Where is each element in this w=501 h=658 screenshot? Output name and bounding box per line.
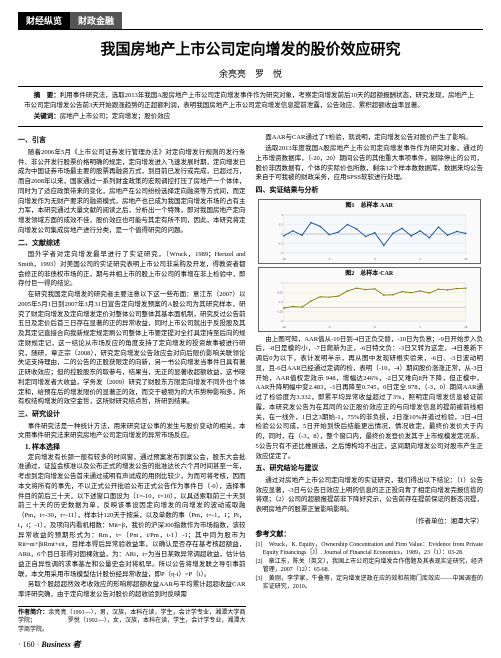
- right-column: 面AAR与CAR通过了T检验，就说明，定向增发公告对股价产生了影响。 选取201…: [256, 133, 484, 634]
- ref-2: [2] 章江东，陈关（英文），我国上市公司定向增发合作借题及其表现实证研究，经济…: [256, 558, 484, 574]
- page-number: · 160 · Business 者: [18, 639, 81, 650]
- ref-title: 参考文献：: [256, 529, 484, 540]
- svg-text:-3: -3: [280, 251, 283, 255]
- svg-text:-1.5: -1.5: [278, 241, 283, 245]
- r-p3: 由上图可知，AAR值从-10日到-4日正负交替，-10日为负意；-9日开始步入负…: [256, 335, 484, 462]
- page-root: 财经纵览 财政金融 我国房地产上市公司定向增发的股价效应研究 余亮亮 罗 悦 摘…: [0, 0, 501, 646]
- lit-p2: 在研究我国定向增发的研究者主要注意以下这一些布面：意江东（2007）以2005年…: [18, 290, 246, 407]
- sec-emp: 四、实证结果与分析: [256, 185, 484, 196]
- svg-text:4.25: 4.25: [277, 290, 283, 294]
- keywords-label: 关键词：: [34, 113, 60, 120]
- svg-text:7: 7: [281, 281, 283, 285]
- svg-text:5: 5: [419, 325, 421, 329]
- chart2-svg: -4 -1.25 1.5 4.25 7 -10 -5 0 5 10: [261, 281, 479, 329]
- sec-design: 三、研究设计: [18, 409, 246, 420]
- columns: 一、引言 随着2006年5月《上市公司证券发行管理办法》对定向增发行规则的发行条…: [18, 133, 483, 634]
- abstract-text: 利用事件研究法，选取2013年我国A股房地产上市公司定向增发事件作为研究对象，考…: [24, 92, 474, 109]
- svg-text:-4: -4: [280, 319, 283, 323]
- chart1-box: 图1 总样本 AAR -3 -1.5 0 1.5 3 -10 -5 0 5 10: [258, 199, 482, 264]
- chart2-title: 图2 总样本·CAR: [261, 270, 479, 279]
- tab-right: 财政金融: [70, 12, 122, 29]
- svg-text:-5: -5: [328, 325, 331, 329]
- svg-text:0: 0: [374, 325, 376, 329]
- sample-p1: 定向增发有长颈一般有较多的时间窗，通过预案发布到案公会，股东大会批准通过，证监会…: [18, 453, 246, 580]
- sample-p2: 另取个股超超然效考收效应的形响称超额收益AAR与平均累计超超收益CAR率评研究确…: [18, 580, 246, 600]
- keywords-text: 房地产上市公司；定向增发；股价效应: [60, 113, 171, 120]
- left-column: 一、引言 随着2006年5月《上市公司证券发行管理办法》对定向增发行规则的发行条…: [18, 133, 246, 634]
- footer-author: 作者简介：余亮亮（1991—），男，汉族，本科在读，学生，会计学专业，湘潭大学商…: [18, 606, 246, 634]
- header-tabs: 财经纵览 财政金融: [18, 12, 483, 30]
- svg-text:10: 10: [464, 257, 468, 261]
- svg-text:3: 3: [281, 213, 283, 217]
- chart1-svg: -3 -1.5 0 1.5 3 -10 -5 0 5 10: [261, 213, 479, 261]
- ref-3: [3] 黄刚，李学家，牛叠等，定向增发逆政在应的效和前期门库效应——中国调查的实…: [256, 575, 484, 591]
- ref-1: [1] Wruck，K. Equity，Ownership Concentrat…: [256, 541, 484, 557]
- lit-p1: 国外学者对定向增发最早进行了实证研究，（Wruck，1989；Hertzel a…: [18, 250, 246, 289]
- svg-text:-5: -5: [328, 257, 331, 261]
- r-p4: 通过对房地产上市公司定向增发的实证研究，我们得出以下结论：（1）公告效应显著，-…: [256, 476, 484, 515]
- article-title: 我国房地产上市公司定向增发的股价效应研究: [18, 38, 483, 59]
- svg-text:1.5: 1.5: [279, 222, 283, 226]
- svg-text:0: 0: [281, 232, 283, 236]
- abstract-box: 摘 要：利用事件研究法，选取2013年我国A股房地产上市公司定向增发事件作为研究…: [18, 86, 483, 127]
- r-p1: 面AAR与CAR通过了T检验，就说明，定向增发公告对股价产生了影响。: [256, 133, 484, 143]
- r-p2: 选取2013年度我国A股房地产上市公司定向增发事件作为研究对象，通过的上市增资数…: [256, 144, 484, 183]
- chart2-box: 图2 总样本·CAR -4 -1.25 1.5 4.25 7 -10 -5 0 5 10: [258, 267, 482, 332]
- svg-text:-10: -10: [281, 257, 285, 261]
- svg-text:-1.25: -1.25: [276, 309, 283, 313]
- tab-left: 财经纵览: [18, 12, 70, 29]
- footer-author-text: 余亮亮（1991—），男，汉族，本科在读，学生，会计学专业，湘潭大学商学院； 罗…: [18, 610, 246, 633]
- svg-text:0: 0: [374, 257, 376, 261]
- sub-sample: 1. 样本选择: [18, 442, 246, 453]
- svg-text:1.5: 1.5: [279, 300, 283, 304]
- chart1-title: 图1 总样本 AAR: [261, 202, 479, 211]
- sec-lit: 二、文献综述: [18, 238, 246, 249]
- svg-text:5: 5: [419, 257, 421, 261]
- intro-p1: 随着2006年5月《上市公司证券发行管理办法》对定向增发行规则的发行条件、非公开…: [18, 148, 246, 236]
- sec-intro: 一、引言: [18, 135, 246, 146]
- sec-concl: 五、研究结论与建议: [256, 463, 484, 474]
- abstract-label: 摘 要：: [34, 92, 60, 99]
- footer-author-label: 作者简介：: [18, 610, 48, 616]
- svg-text:-10: -10: [281, 325, 285, 329]
- svg-text:10: 10: [464, 325, 468, 329]
- author-line: 余亮亮 罗 悦: [18, 67, 483, 80]
- affiliation: （作者单位：湘潭大学）: [256, 517, 484, 527]
- refs-list: [1] Wruck，K. Equity，Ownership Concentrat…: [256, 541, 484, 592]
- design-p1: 事件研究法是一种统计方法，用来研究证公事的发生与股价变动的相关，本文用事件研究法…: [18, 422, 246, 442]
